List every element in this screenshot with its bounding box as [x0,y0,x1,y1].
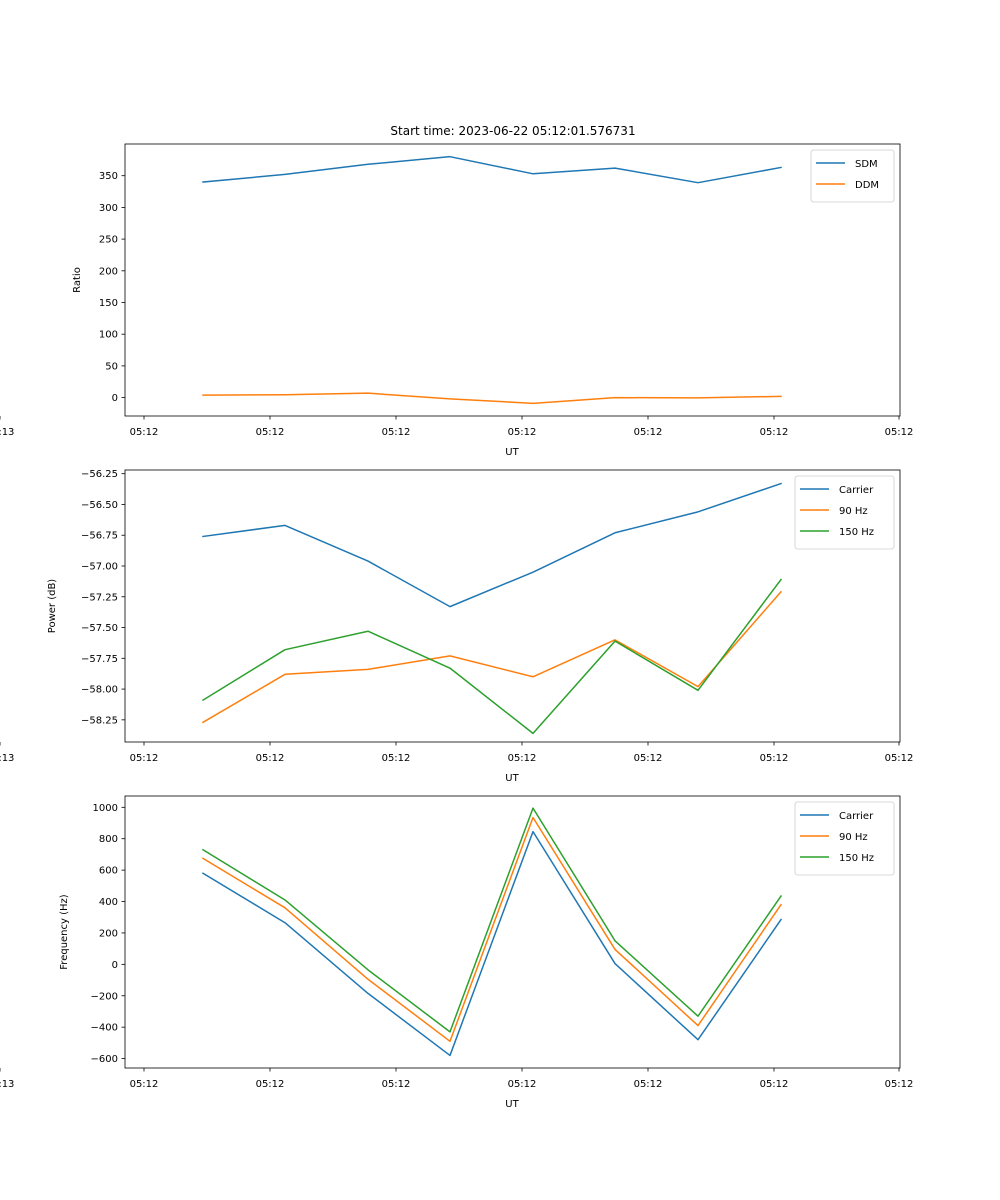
legend-label: Carrier [839,485,874,496]
x-tick-label: 05:12 [130,753,159,764]
x-tick-label: 05:12 [885,427,914,438]
x-tick-label: 05:12 [130,427,159,438]
y-tick-label: 200 [99,928,118,939]
x-tick-label: 05:12 [885,1079,914,1090]
series-line-150-hz [201,807,783,1033]
legend-label: DDM [855,180,879,191]
y-tick-label: −58.25 [81,715,118,726]
series-line-carrier [201,830,783,1057]
x-axis-label: UT [505,1099,519,1110]
x-tick-label: 05:12 [760,427,789,438]
legend-label: 150 Hz [839,853,874,864]
series-line-90-hz [201,590,783,724]
x-tick-label: 05:12 [885,753,914,764]
y-tick-label: 0 [112,393,118,404]
y-tick-label: −56.25 [81,469,118,480]
series-line-150-hz [201,578,783,735]
legend-label: Carrier [839,811,874,822]
x-tick-label: 05:12 [130,1079,159,1090]
y-tick-label: −200 [91,991,118,1002]
y-tick-label: 1000 [93,803,118,814]
panels: 0 50 100 150 200 250 300 350 05:12 05:12 05:12 05:1… [0,143,914,1110]
y-axis-label: Frequency (Hz) [59,894,70,970]
x-tick-label: 05:12 [382,753,411,764]
x-tick-label: 05:12 [382,1079,411,1090]
x-tick-label: 05:12 [634,1079,663,1090]
y-tick-label: 350 [99,171,118,182]
y-tick-label: 100 [99,330,118,341]
x-tick-label: 05:12 [382,427,411,438]
x-tick-label: 05:12 [760,1079,789,1090]
chart-panel-3: −600 −400 −200 0 200 400 600 800 1000 05:12 05:12 0… [0,795,914,1110]
axes-frame [124,143,901,417]
x-tick-label: 05:12 [256,753,285,764]
x-tick-label: 05:12 [508,427,537,438]
legend-box [810,149,895,203]
y-tick-label: −57.75 [81,654,118,665]
chart-panel-1: 0 50 100 150 200 250 300 350 05:12 05:12 05:12 05:1… [0,143,914,458]
y-tick-label: 400 [99,897,118,908]
y-tick-label: 50 [105,361,118,372]
y-tick-label: 800 [99,834,118,845]
y-tick-label: −58.00 [81,685,118,696]
x-tick-label: 05:12 [508,1079,537,1090]
x-tick-label: 05:12 [760,753,789,764]
axes-frame [124,469,901,743]
y-tick-label: 150 [99,298,118,309]
legend-label: 150 Hz [839,527,874,538]
y-tick-label: −57.00 [81,562,118,573]
x-axis-label: UT [505,447,519,458]
y-tick-label: 250 [99,235,118,246]
legend-label: SDM [855,159,878,170]
x-tick-label: 05:12 [634,753,663,764]
y-tick-label: −56.75 [81,531,118,542]
x-tick-label: 05:12 [256,1079,285,1090]
legend: Carrier 90 Hz 150 Hz [794,801,895,876]
x-tick-label: 05:12 [508,753,537,764]
y-tick-label: 200 [99,266,118,277]
chart-panel-2: −58.25 −58.00 −57.75 −57.50 −57.25 −57.00 −56.… [0,469,913,784]
series-line-90-hz [201,816,783,1043]
series-line-carrier [202,482,782,608]
series-line-ddm [202,392,782,405]
x-tick-label: 05:12 [634,427,663,438]
legend: SDM DDM [810,149,895,203]
x-tick-label: 05:13 [0,1079,14,1090]
y-axis-label: Ratio [72,267,83,293]
y-axis-label: Power (dB) [47,579,58,634]
x-tick-label: 05:13 [0,753,14,764]
legend-label: 90 Hz [839,506,868,517]
y-tick-label: −57.50 [81,623,118,634]
y-tick-label: −56.50 [81,500,118,511]
y-tick-label: 300 [99,203,118,214]
x-axis-label: UT [505,773,519,784]
x-tick-label: 05:13 [0,427,14,438]
y-tick-label: −400 [91,1023,118,1034]
series-line-sdm [202,155,782,184]
y-tick-label: −600 [91,1054,118,1065]
legend-label: 90 Hz [839,832,868,843]
y-tick-label: −57.25 [81,592,118,603]
legend: Carrier 90 Hz 150 Hz [794,475,895,550]
y-tick-label: 0 [112,960,118,971]
x-tick-label: 05:12 [256,427,285,438]
figure-title: Start time: 2023-06-22 05:12:01.576731 [390,124,635,138]
y-tick-label: 600 [99,866,118,877]
axes-frame [124,795,901,1069]
